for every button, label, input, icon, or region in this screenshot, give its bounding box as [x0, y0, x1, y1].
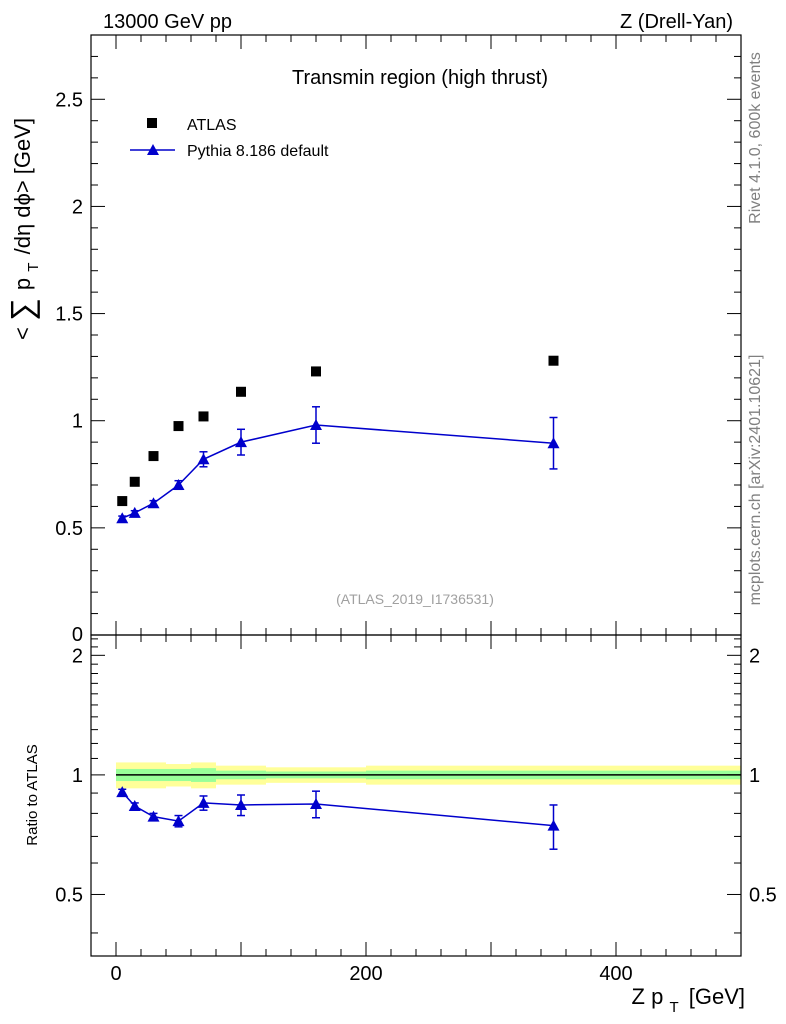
ratio-uncertainty-bands: [116, 762, 741, 789]
pythia-point: [197, 453, 210, 465]
header-beam-label: 13000 GeV pp: [103, 11, 232, 33]
ratio-series: [116, 786, 560, 850]
ratio-point: [116, 786, 129, 798]
ratio-y-tick-label-right: 0.5: [749, 884, 777, 906]
legend-data-marker: [147, 118, 157, 128]
ratio-point: [197, 796, 210, 808]
main-y-tick-label-zero: 0: [72, 624, 83, 646]
main-y-tick-label: 1: [72, 411, 83, 433]
ratio-point: [147, 810, 160, 822]
atlas-data-point: [236, 386, 246, 397]
pythia-point: [547, 437, 560, 449]
ratio-point: [235, 798, 247, 810]
pythia-point: [172, 479, 185, 490]
ratio-plot-frame: [90, 634, 742, 957]
y-label-sum: ∑: [4, 298, 40, 321]
legend: ATLAS Pythia 8.186 default: [130, 117, 329, 160]
x-axis-label: Z p T [GeV]: [632, 984, 745, 1017]
x-label-sub: T: [669, 999, 678, 1016]
legend-mc-label: Pythia 8.186 default: [187, 143, 329, 160]
atlas-data-point: [117, 496, 128, 507]
legend-data-label: ATLAS: [187, 117, 237, 134]
plot-title: Transmin region (high thrust): [292, 67, 548, 89]
y-label-rest: /dη dϕ> [GeV]: [10, 118, 35, 254]
x-tick-label: 400: [599, 963, 632, 985]
y-label-p: p: [10, 278, 35, 290]
x-tick-label: 0: [110, 963, 121, 985]
ratio-y-axis-label: Ratio to ATLAS: [24, 744, 41, 845]
legend-mc-marker: [147, 144, 159, 155]
atlas-data-point: [548, 355, 559, 366]
pythia-point: [147, 497, 160, 509]
main-y-tick-label: 1.5: [55, 304, 83, 326]
svg-text:< ∑ p T: < ∑ p T /dη dϕ> [GeV]: [4, 118, 43, 340]
ratio-point: [310, 797, 322, 809]
axis-ticks: [91, 34, 742, 956]
y-label-open: <: [10, 327, 35, 340]
atlas-data-point: [148, 451, 159, 462]
ratio-point: [172, 815, 185, 827]
axis-tick-labels: 0.5 1 1.5 2 2.5 0 0 200 400 0.5 0.5 1 1 2 2: [55, 89, 777, 985]
y-axis-label: < ∑ p T /dη dϕ> [GeV]: [4, 118, 43, 340]
main-series: [116, 355, 560, 524]
main-y-tick-label: 2: [72, 196, 83, 218]
atlas-data-point: [129, 476, 140, 487]
ratio-y-tick-label-right: 2: [749, 645, 760, 667]
header-process-label: Z (Drell-Yan): [620, 11, 733, 33]
x-tick-label: 200: [349, 963, 382, 985]
ratio-y-tick-label-left: 1: [72, 765, 83, 787]
pythia-point: [116, 512, 129, 524]
ratio-point: [128, 800, 141, 812]
ratio-y-tick-label-left: 0.5: [55, 884, 83, 906]
ratio-y-tick-label-left: 2: [72, 645, 83, 667]
pythia-point: [128, 506, 141, 518]
x-label-unit: [GeV]: [689, 984, 745, 1009]
main-y-tick-label: 2.5: [55, 89, 83, 111]
atlas-data-point: [311, 366, 321, 377]
ratio-y-tick-label-right: 1: [749, 765, 760, 787]
side-rivet-label: Rivet 4.1.0, 600k events: [747, 52, 764, 224]
side-mcplots-label: mcplots.cern.ch [arXiv:2401.10621]: [747, 355, 764, 606]
analysis-tag: (ATLAS_2019_I1736531): [336, 591, 494, 607]
atlas-data-point: [198, 411, 209, 422]
y-label-sub: T: [25, 263, 42, 272]
pythia-line: [121, 424, 554, 519]
ratio-line: [121, 791, 554, 827]
pythia-point: [310, 419, 322, 430]
main-y-tick-label: 0.5: [55, 518, 83, 540]
x-label-main: Z p: [632, 984, 664, 1009]
atlas-data-point: [173, 421, 184, 432]
pythia-point: [235, 436, 247, 448]
ratio-point: [547, 819, 560, 831]
